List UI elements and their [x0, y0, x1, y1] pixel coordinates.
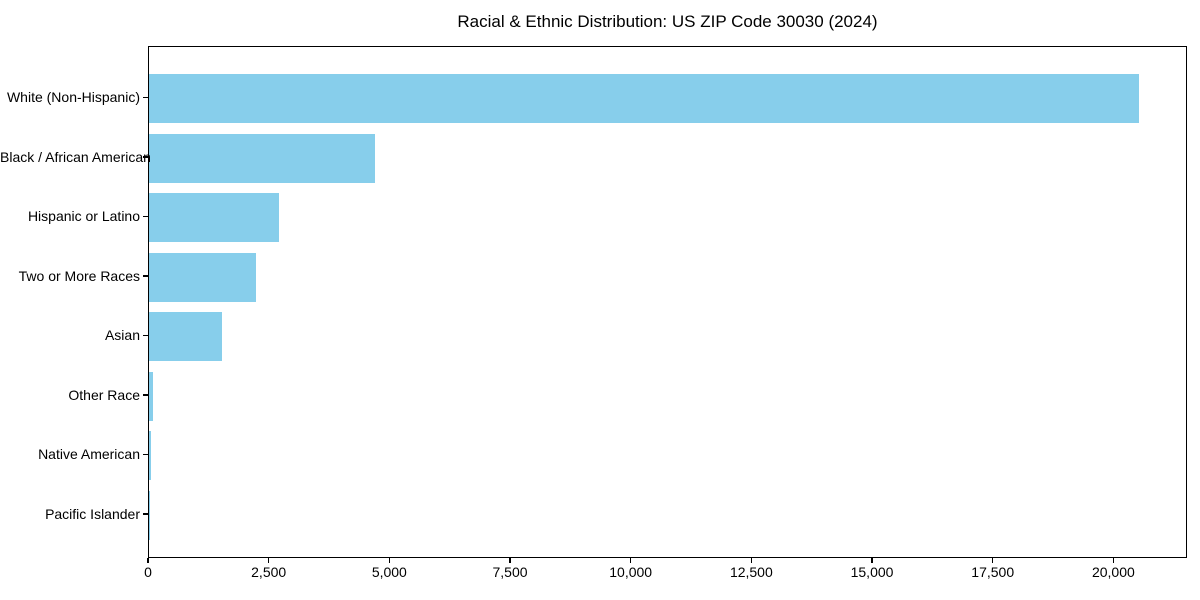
y-axis-label: Two or More Races: [18, 267, 140, 284]
y-axis-tick: [143, 215, 148, 218]
bar: [149, 371, 153, 421]
y-axis-tick: [143, 334, 148, 337]
bar: [149, 133, 376, 183]
chart-title: Racial & Ethnic Distribution: US ZIP Cod…: [457, 12, 878, 31]
y-axis-tick: [143, 275, 148, 277]
y-axis-label: Asian: [104, 327, 140, 343]
x-axis-label: 20,000: [1091, 564, 1135, 580]
x-axis-label: 12,500: [729, 564, 773, 580]
y-axis-label: Hispanic or Latino: [27, 208, 140, 224]
x-axis-label: 5,000: [371, 564, 407, 580]
y-axis-label: Other Race: [68, 386, 140, 403]
x-axis-label: 10,000: [609, 564, 653, 580]
plot-area: [148, 46, 1187, 558]
bar: [149, 252, 257, 302]
x-axis-tick: [388, 558, 391, 563]
x-axis-tick: [629, 558, 632, 563]
bar: [149, 193, 280, 242]
y-axis-label: Native American: [38, 446, 140, 462]
x-axis-tick: [750, 558, 753, 563]
y-axis-tick: [143, 394, 148, 396]
x-axis-tick: [871, 558, 873, 563]
x-axis-tick: [1112, 558, 1115, 563]
x-axis-label: 0: [144, 564, 152, 580]
y-axis-label: Black / African American: [0, 148, 151, 165]
y-axis-label: White (Non-Hispanic): [6, 89, 140, 105]
bar: [149, 431, 152, 480]
x-axis-label: 2,500: [251, 564, 287, 580]
y-axis-tick: [143, 453, 148, 456]
x-axis-tick: [267, 558, 270, 563]
y-axis-tick: [143, 513, 148, 515]
x-axis-label: 17,500: [971, 564, 1015, 580]
y-axis-tick: [143, 96, 148, 99]
x-axis-tick: [147, 558, 149, 563]
x-axis-label: 15,000: [850, 564, 894, 580]
y-axis-tick: [143, 156, 148, 158]
x-axis-label: 7,500: [492, 564, 528, 580]
bar: [149, 74, 1139, 123]
y-axis-label: Pacific Islander: [45, 505, 140, 522]
x-axis-tick: [992, 558, 994, 563]
bar: [149, 312, 222, 361]
x-axis-tick: [509, 558, 511, 563]
